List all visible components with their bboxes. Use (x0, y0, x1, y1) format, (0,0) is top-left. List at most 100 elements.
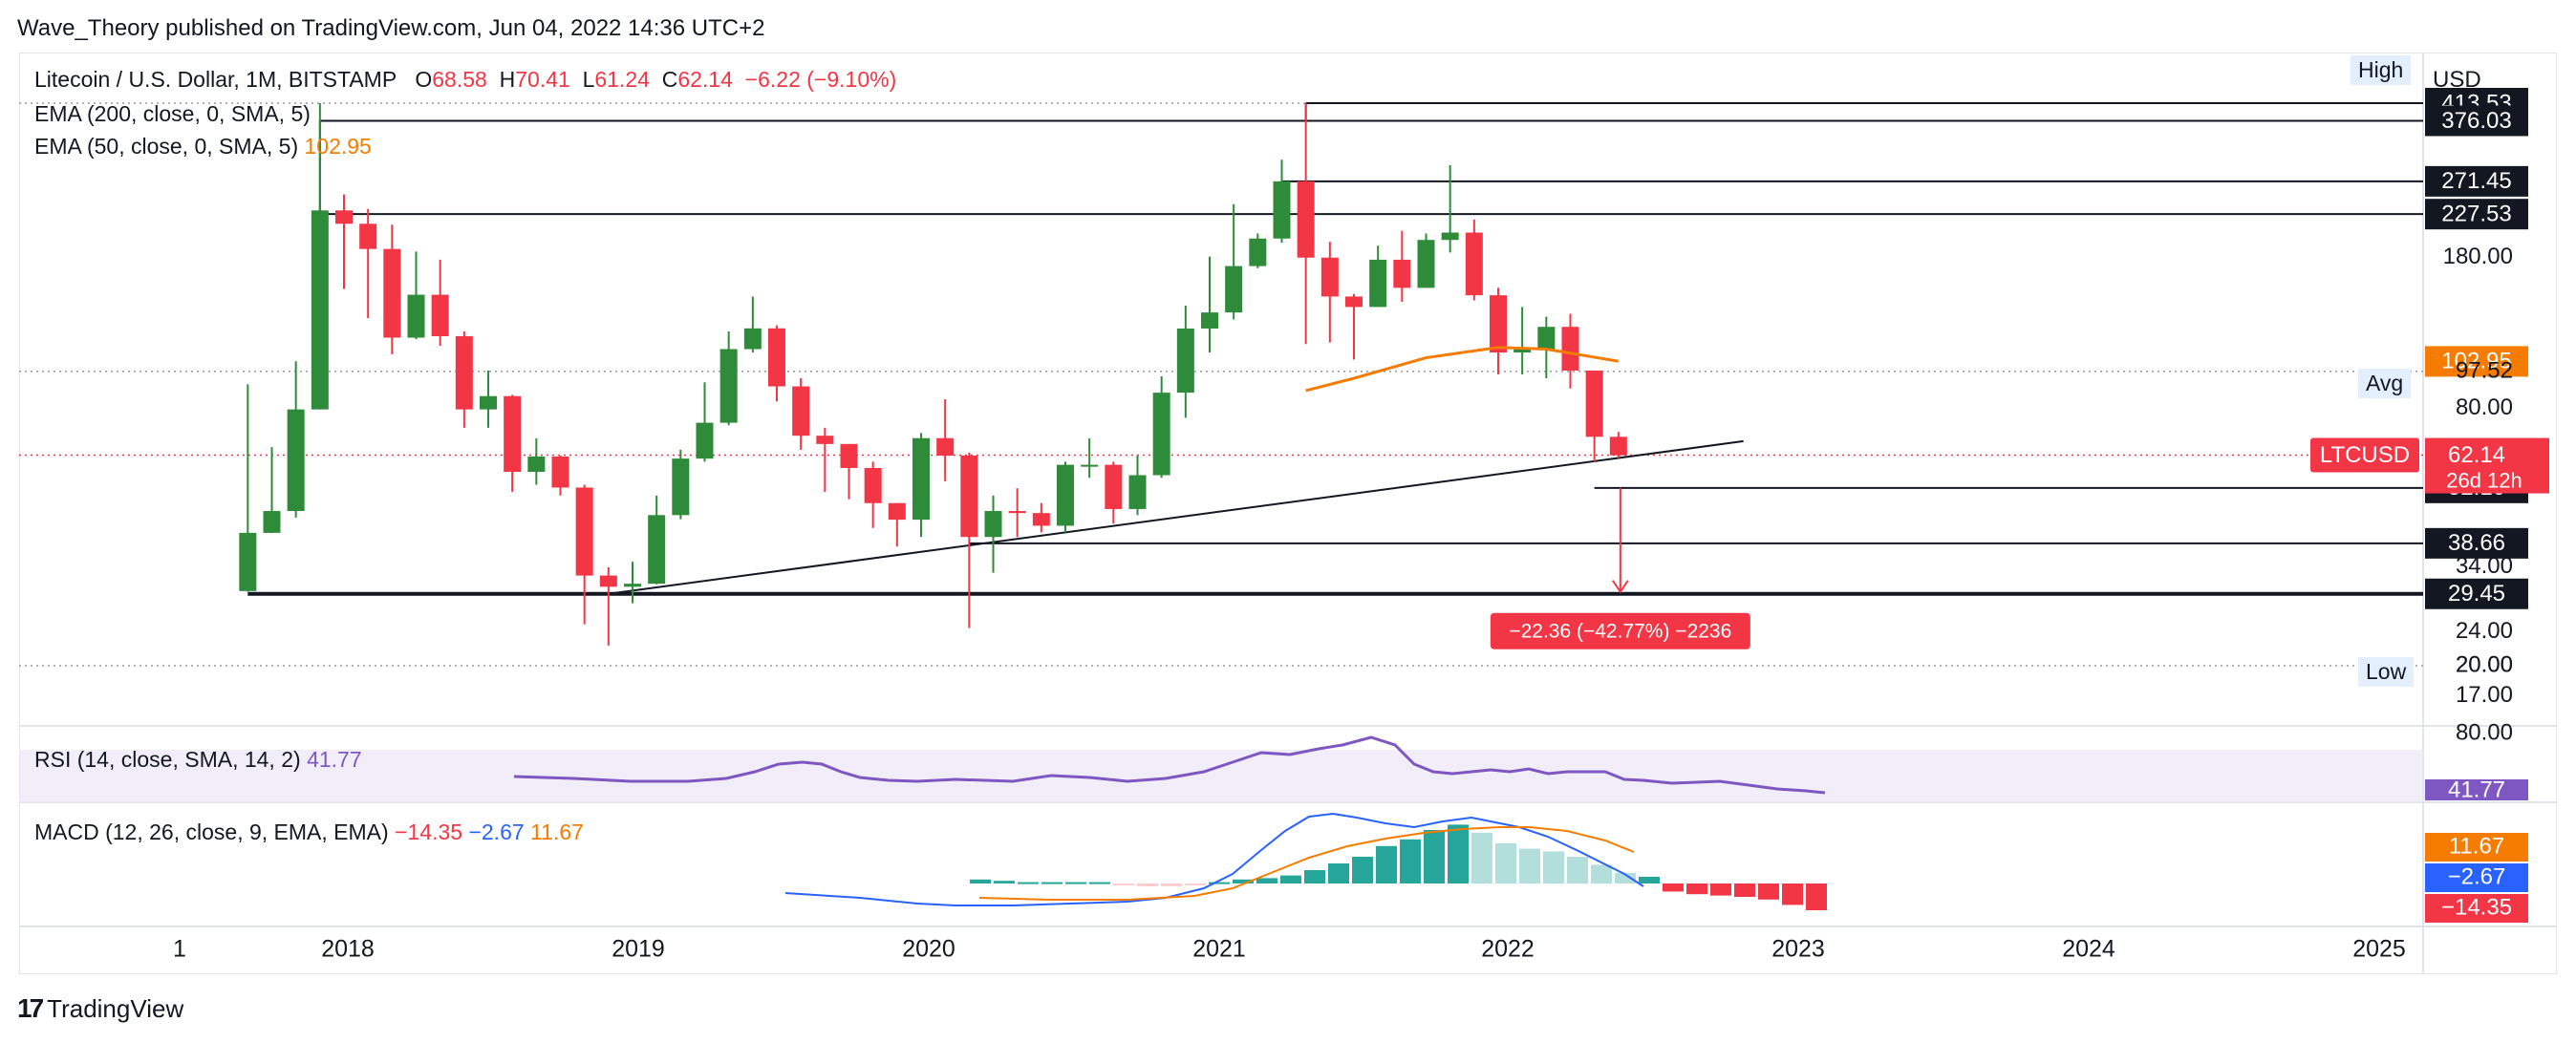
macd-histogram-bar (1018, 882, 1039, 884)
macd-line (784, 812, 1644, 906)
brand-name: TradingView (47, 993, 184, 1023)
macd-histogram-bar (1209, 882, 1230, 884)
time-tick-label: 2024 (2062, 936, 2115, 963)
macd-histogram-bar (1256, 878, 1277, 883)
candle-body (1081, 464, 1099, 467)
candle-body (1465, 232, 1483, 296)
price-tick-label: 17.00 (2456, 682, 2513, 708)
macd-histogram-bar (1161, 883, 1182, 886)
measure-label-box (1490, 612, 1750, 649)
candle-body (1128, 475, 1147, 509)
candle-body (527, 456, 546, 473)
candle-body (1585, 370, 1603, 437)
macd-histogram-bar (1639, 877, 1660, 883)
last-price-label: 62.14 (2448, 442, 2505, 468)
macd-histogram-bar (1280, 875, 1301, 883)
candle-body (840, 443, 858, 468)
candle-body (1201, 312, 1218, 329)
candle-body (768, 328, 785, 387)
macd-line-chip: −2.67 (2448, 863, 2506, 889)
ema200-legend[interactable]: EMA (200, close, 0, SMA, 5) (34, 101, 311, 127)
open-label: O (415, 67, 433, 92)
candle-body (743, 328, 762, 350)
ema-value-chip: 102.95 (2441, 349, 2511, 374)
rsi-chip-label: 41.77 (2448, 777, 2505, 802)
level-value-chip-bg (2425, 105, 2528, 137)
candle-body (311, 210, 329, 410)
macd-label: MACD (12, 26, close, 9, EMA, EMA) (34, 820, 389, 844)
macd-histogram-bar (1113, 883, 1134, 885)
close-value: 62.14 (677, 67, 733, 92)
candle-body (1417, 240, 1435, 288)
price-tick-label: 20.00 (2456, 651, 2513, 677)
macd-histogram-bar (1495, 843, 1516, 883)
tradingview-brand[interactable]: 17 TradingView (17, 993, 183, 1024)
macd-histogram-bar (994, 881, 1015, 883)
macd-histogram-bar (1233, 879, 1254, 883)
macd-signal-chip: 11.67 (2449, 833, 2504, 859)
candle-body (1225, 266, 1243, 313)
macd-hist-chip-bg (2425, 894, 2528, 923)
macd-histogram-bar (1376, 845, 1397, 883)
rsi-legend[interactable]: RSI (14, close, SMA, 14, 2) 41.77 (34, 747, 362, 773)
currency-label[interactable]: USD (2433, 67, 2481, 93)
measure-label: −22.36 (−42.77%) −2236 (1509, 620, 1731, 642)
open-value: 68.58 (432, 67, 487, 92)
rsi-band (19, 750, 2423, 802)
candle-body (1393, 259, 1411, 288)
ascending-trendline (608, 439, 1744, 595)
symbol-tag: LTCUSD (2320, 442, 2410, 468)
candle-body (719, 349, 738, 423)
macd-signal-value: 11.67 (530, 820, 584, 844)
macd-line-value: −2.67 (468, 820, 525, 844)
candle-body (1008, 511, 1026, 514)
macd-line-chip-bg (2425, 863, 2528, 892)
candle-body (1369, 259, 1387, 308)
macd-legend[interactable]: MACD (12, 26, close, 9, EMA, EMA) −14.35… (34, 820, 584, 845)
ema50-legend[interactable]: EMA (50, close, 0, SMA, 5) 102.95 (34, 134, 372, 160)
price-tick-label: 180.00 (2443, 244, 2513, 269)
macd-signal-line (978, 826, 1635, 901)
candle-body (551, 456, 569, 488)
macd-histogram-bar (1352, 857, 1373, 883)
candle-body (1249, 238, 1267, 266)
macd-histogram-bar (1758, 883, 1779, 900)
symbol-title: Litecoin / U.S. Dollar, 1M, BITSTAMP (34, 67, 397, 92)
candle-body (816, 436, 834, 444)
level-value-chip-bg (2425, 527, 2528, 559)
level-value-chip: 376.03 (2441, 108, 2511, 134)
macd-histogram-bar (1041, 882, 1063, 884)
measure-arrow-head (1612, 580, 1629, 594)
macd-histogram-bar (1185, 883, 1206, 885)
publisher-credit: Wave_Theory published on TradingView.com… (17, 15, 765, 41)
macd-hist-value: −14.35 (395, 820, 463, 844)
price-tick-label: 80.00 (2456, 394, 2513, 420)
candle-body (792, 386, 810, 436)
candle-body (1561, 327, 1579, 371)
candle-body (912, 437, 930, 521)
candle-body (1537, 327, 1556, 350)
candle-body (1032, 513, 1050, 526)
candle-body (1609, 436, 1627, 456)
macd-histogram-bar (1089, 882, 1110, 884)
candle-body (335, 210, 353, 224)
avg-badge: Avg (2358, 369, 2412, 398)
macd-histogram-bar (1400, 839, 1421, 883)
candle-body (1513, 349, 1532, 353)
symbol-legend[interactable]: Litecoin / U.S. Dollar, 1M, BITSTAMP O68… (34, 67, 896, 93)
candle-body (455, 336, 473, 410)
macd-histogram-bar (1663, 883, 1684, 892)
level-value-chip: 271.45 (2441, 168, 2511, 194)
time-tick-label: 1 (173, 936, 186, 963)
candle-body (1152, 393, 1170, 476)
price-tick-label: 24.00 (2456, 618, 2513, 644)
time-tick-label: 2022 (1481, 936, 1535, 963)
time-tick-label: 2023 (1771, 936, 1825, 963)
macd-histogram-bar (1615, 872, 1636, 883)
candle-body (575, 487, 593, 576)
candle-body (1105, 464, 1123, 509)
chart-frame (19, 53, 2557, 974)
candle-body (263, 511, 281, 533)
level-value-chip: 38.66 (2448, 530, 2505, 556)
